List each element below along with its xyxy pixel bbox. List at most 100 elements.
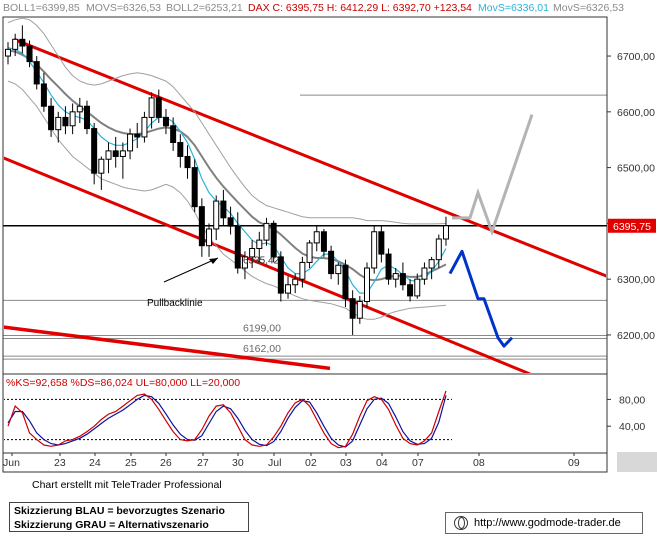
candle-body [170,125,177,144]
bollinger-lower [7,80,447,320]
candle-body [285,284,292,294]
candle-body [141,116,148,138]
stochastic-title: %KS=92,658 %DS=86,024 UL=80,000 LL=20,00… [6,377,240,389]
candle-body [69,111,76,127]
candle-body [249,247,256,258]
candle-body [213,200,220,230]
time-tick-label: 23 [54,457,66,469]
candle [356,295,363,324]
candle-body [428,259,435,269]
candle-body [184,155,191,169]
candle-body [191,167,198,208]
candle [5,42,11,65]
candle-body [299,261,306,280]
time-tick-label: 09 [568,457,580,469]
candle [33,56,40,90]
trend-channel: 6335,42 Pullbacklinie [4,18,606,373]
price-tick-label: 6700,00 [617,51,655,63]
candle-body [313,231,320,244]
blue-scenario-path [448,249,514,348]
candle [256,231,263,263]
website-url: http://www.godmode-trader.de [474,517,621,529]
website-link[interactable]: http://www.godmode-trader.de [445,512,643,534]
candle-body [91,128,98,174]
candle [184,145,191,179]
candle [91,122,98,185]
candle [414,273,421,299]
candle-body [435,238,442,261]
candle-body [306,242,313,263]
candle [206,223,213,257]
candle [328,245,335,280]
candle [313,226,320,252]
candle [263,217,270,246]
series-ds [7,394,447,448]
stochastic-panel: %KS=92,658 %DS=86,024 UL=80,000 LL=20,00… [4,377,452,449]
candle [306,240,313,269]
price-tick-label: 6600,00 [617,107,655,119]
scroll-corner-button[interactable] [617,452,657,472]
time-tick-label: 04 [376,457,388,469]
time-tick-label: 24 [89,457,101,469]
price-tick-label: 6200,00 [617,330,655,342]
pullback-arrowhead [209,258,218,264]
candle [162,109,169,135]
movs-grey-value: MovS=6326,53 [553,2,624,14]
candle-body [335,264,342,275]
candle [241,251,248,280]
stoch-tick-label: 80,00 [619,394,645,406]
candle-body [220,200,227,219]
time-tick-label: 27 [197,457,209,469]
time-tick-label: 25 [125,457,137,469]
candle [435,234,442,269]
legend-grey: Skizzierung GRAU = Alternativszenario [14,519,209,531]
boll1-value: BOLL1=6399,85 [3,2,80,14]
candle-body [112,150,119,157]
candle [148,92,155,129]
candle [399,262,406,291]
candle-body [148,97,155,118]
time-tick-label: Jul [268,457,281,469]
candle-body [12,38,19,50]
series-ks [7,390,447,449]
candle [105,142,112,174]
candle-body [414,278,421,297]
candle-body [407,284,414,297]
candle [62,106,69,135]
candle-body [277,256,284,294]
price-tick-label: 6300,00 [617,274,655,286]
candle-body [421,267,428,280]
candle [141,111,148,143]
candle [428,256,435,280]
candle-body [55,116,62,131]
dax-ohlc: DAX C: 6395,75 H: 6412,29 L: 6392,70 +12… [248,2,472,14]
candle-body [399,273,406,286]
moving-average-cyan [7,47,447,294]
pullback-pointer [163,257,219,283]
candle-body [241,256,248,269]
time-tick-label: 08 [473,457,485,469]
time-tick-label: Jun [3,457,20,469]
candle-body [328,250,335,275]
candle-body [270,222,277,258]
time-tick-label: 30 [232,457,244,469]
time-tick-label: 07 [412,457,424,469]
candle [40,72,47,112]
candle [55,111,62,143]
candle-body [5,48,11,57]
pullback-label: Pullbacklinie [147,298,203,309]
candle [191,159,198,213]
candle-body [62,116,69,127]
last-price-label: 6395,75 [613,221,651,233]
stoch-tick-label: 40,00 [619,421,645,433]
grey-scenario-path [451,114,534,237]
upper-channel-line [13,37,606,278]
candle [392,268,399,288]
bollinger-upper [7,18,447,225]
candle-body [385,253,392,280]
candle [26,40,33,68]
candle-body [119,150,126,157]
candle [378,226,385,263]
candle-body [349,298,356,319]
candle [299,256,306,288]
